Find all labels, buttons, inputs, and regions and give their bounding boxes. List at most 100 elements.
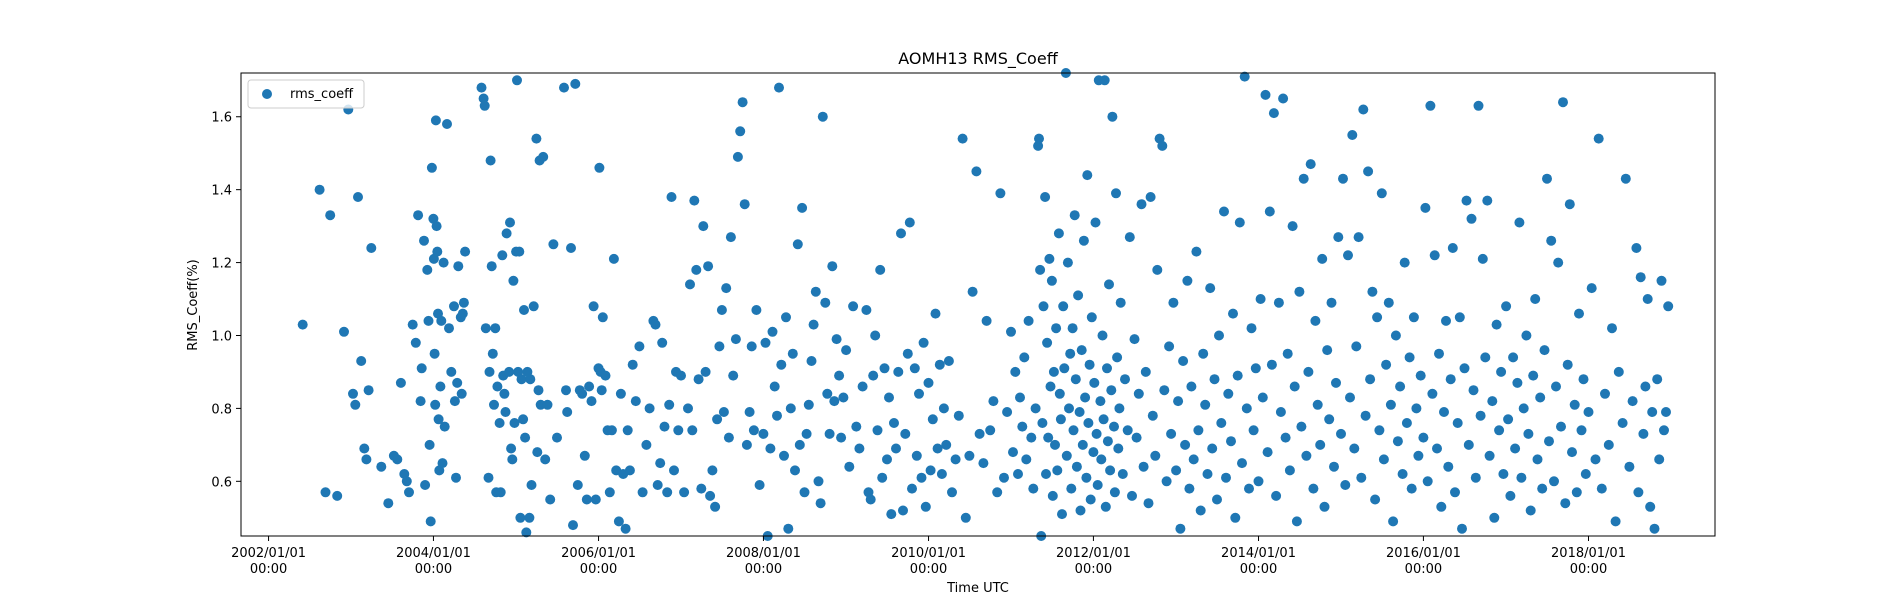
data-point <box>1081 472 1092 483</box>
data-point <box>1033 140 1044 151</box>
data-point <box>712 414 723 425</box>
data-point <box>659 421 670 432</box>
data-point <box>1583 407 1594 417</box>
data-point <box>1600 388 1610 399</box>
data-point <box>865 494 876 505</box>
data-point <box>737 97 748 108</box>
data-point <box>1064 403 1074 414</box>
data-point <box>1415 370 1426 381</box>
data-point <box>1528 370 1539 381</box>
data-point <box>689 195 700 206</box>
data-point <box>1388 516 1399 527</box>
y-axis-label: RMS_Coeff(%) <box>186 259 201 350</box>
data-point <box>655 458 666 469</box>
data-point <box>1620 173 1631 184</box>
data-point <box>838 392 849 403</box>
data-point <box>779 450 789 461</box>
data-point <box>1294 286 1305 297</box>
data-point <box>1145 192 1156 202</box>
data-point <box>1466 213 1477 224</box>
data-point <box>1068 425 1079 436</box>
data-point <box>548 239 559 250</box>
data-point <box>1048 366 1059 377</box>
data-point <box>1023 315 1034 326</box>
data-point <box>1069 210 1080 221</box>
data-point <box>829 396 840 407</box>
data-point <box>620 523 631 534</box>
data-point <box>1223 388 1234 399</box>
data-point <box>1214 330 1224 341</box>
data-point <box>444 323 454 334</box>
data-point <box>1574 308 1584 319</box>
data-point <box>1127 490 1137 501</box>
data-point <box>613 516 624 527</box>
data-point <box>1544 436 1554 447</box>
data-point <box>624 465 635 476</box>
x-tick-label: 2012/01/01 <box>1056 546 1131 561</box>
data-point <box>882 454 892 465</box>
data-point <box>376 461 387 472</box>
data-point <box>797 202 808 213</box>
data-point <box>1385 399 1396 410</box>
data-point <box>1432 443 1442 454</box>
data-point <box>981 315 992 326</box>
data-point <box>521 527 532 538</box>
data-point <box>392 454 403 465</box>
data-point <box>597 312 608 323</box>
data-point <box>920 501 931 512</box>
data-point <box>1150 450 1161 461</box>
data-point <box>1301 450 1312 461</box>
data-point <box>1363 166 1374 177</box>
data-point <box>1596 483 1607 494</box>
data-point <box>1080 392 1091 403</box>
data-point <box>1066 483 1077 494</box>
data-point <box>1640 381 1651 392</box>
data-point <box>1392 436 1403 447</box>
data-point <box>1441 315 1451 326</box>
data-point <box>1397 469 1408 479</box>
legend-label: rms_coeff <box>290 87 354 102</box>
data-point <box>1353 232 1364 243</box>
data-point <box>1084 359 1095 370</box>
data-point <box>1021 454 1032 465</box>
data-point <box>1096 454 1107 465</box>
data-point <box>772 410 782 421</box>
data-point <box>801 428 812 439</box>
data-point <box>662 487 673 498</box>
data-point <box>751 305 762 315</box>
data-point <box>1044 253 1055 264</box>
data-point <box>451 472 461 483</box>
data-point <box>1175 523 1186 534</box>
data-point <box>1343 250 1353 261</box>
y-tick-label: 1.4 <box>211 184 232 199</box>
data-point <box>693 374 704 385</box>
legend-marker <box>262 89 272 99</box>
data-point <box>1168 297 1179 308</box>
data-point <box>879 363 890 374</box>
data-point <box>1164 341 1175 352</box>
data-point <box>425 516 436 527</box>
data-point <box>1425 100 1436 111</box>
data-point <box>691 264 702 275</box>
data-point <box>1109 487 1120 498</box>
data-point <box>1061 450 1072 461</box>
y-tick-label: 0.6 <box>211 475 232 490</box>
data-point <box>1613 366 1624 377</box>
data-point <box>1567 447 1577 458</box>
data-point <box>824 428 835 439</box>
data-point <box>1329 461 1339 472</box>
data-point <box>728 370 739 381</box>
data-point <box>297 319 308 330</box>
data-point <box>1372 312 1383 323</box>
data-point <box>366 243 377 253</box>
data-point <box>1131 432 1142 443</box>
data-point <box>1159 385 1170 396</box>
data-point <box>1378 454 1389 465</box>
data-point <box>1098 414 1109 425</box>
data-point <box>437 458 448 469</box>
data-point <box>540 454 551 465</box>
data-point <box>1358 104 1369 115</box>
data-point <box>590 494 601 505</box>
x-tick-time-label: 00:00 <box>745 562 782 577</box>
data-point <box>1182 275 1193 286</box>
